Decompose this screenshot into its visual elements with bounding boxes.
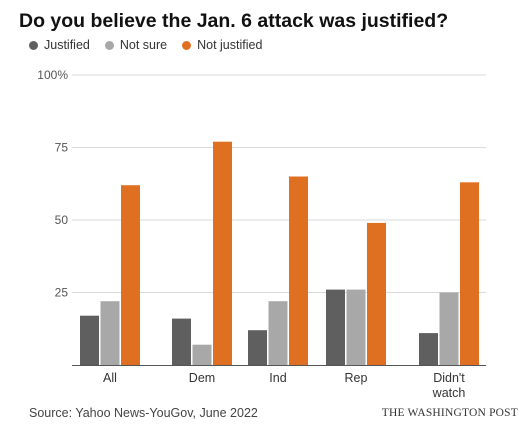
bar: [367, 222, 386, 365]
x-tick-label: Dem: [189, 371, 215, 385]
bar: [213, 141, 232, 365]
y-tick-label: 75: [55, 141, 69, 155]
bar: [248, 330, 267, 365]
legend-swatch-justified: [29, 40, 38, 50]
bar: [268, 301, 288, 365]
x-tick-label: Didn't: [433, 371, 465, 385]
legend-label-not-sure: Not sure: [119, 38, 168, 52]
bar: [172, 318, 191, 365]
legend-label-justified: Justified: [44, 38, 90, 52]
x-tick-label: Ind: [269, 371, 286, 385]
chart-title: Do you believe the Jan. 6 attack was jus…: [19, 10, 449, 32]
publisher-credit: THE WASHINGTON POST: [381, 407, 518, 419]
legend-swatch-not-justified: [182, 40, 192, 50]
legend-item-not-justified: Not justified: [182, 38, 262, 52]
bar: [192, 344, 212, 365]
legend: Justified Not sure Not justified: [29, 38, 277, 52]
bar: [326, 289, 345, 365]
bar: [121, 185, 140, 365]
source-note: Source: Yahoo News-YouGov, June 2022: [29, 406, 258, 420]
bar: [346, 289, 366, 365]
y-tick-label: 100%: [37, 68, 68, 82]
y-tick-label: 50: [55, 213, 69, 227]
legend-item-justified: Justified: [29, 38, 90, 52]
bar: [460, 182, 479, 365]
x-tick-label: Rep: [345, 371, 368, 385]
legend-swatch-not-sure: [104, 40, 114, 50]
bar: [100, 301, 120, 365]
x-tick-label: All: [103, 371, 117, 385]
bar: [289, 176, 308, 365]
x-tick-label: watch: [432, 386, 466, 400]
y-tick-label: 25: [55, 286, 69, 300]
legend-label-not-justified: Not justified: [197, 38, 263, 52]
bar: [419, 333, 438, 365]
bar: [80, 315, 99, 365]
legend-item-not-sure: Not sure: [104, 38, 168, 52]
bar: [439, 292, 459, 365]
